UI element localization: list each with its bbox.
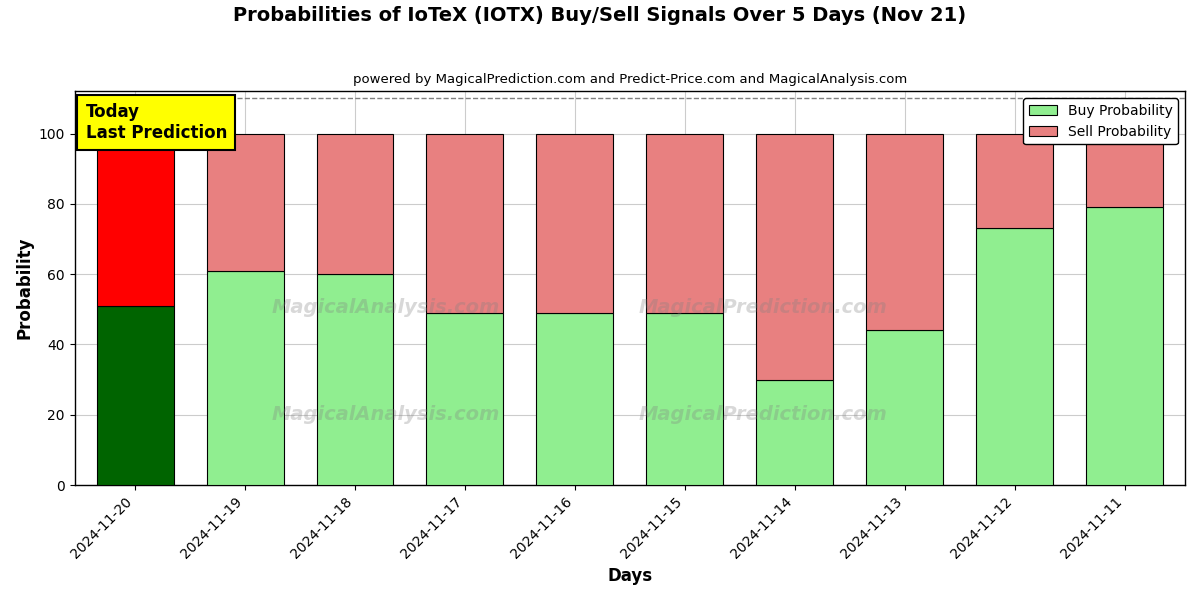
- Bar: [206, 134, 283, 271]
- Text: MagicalAnalysis.com: MagicalAnalysis.com: [271, 405, 499, 424]
- Bar: [976, 229, 1054, 485]
- Bar: [976, 134, 1054, 229]
- Bar: [317, 274, 394, 485]
- Text: Today
Last Prediction: Today Last Prediction: [85, 103, 227, 142]
- Bar: [317, 134, 394, 274]
- Title: powered by MagicalPrediction.com and Predict-Price.com and MagicalAnalysis.com: powered by MagicalPrediction.com and Pre…: [353, 73, 907, 86]
- Bar: [647, 313, 724, 485]
- Bar: [426, 134, 504, 313]
- Bar: [1086, 134, 1163, 208]
- Legend: Buy Probability, Sell Probability: Buy Probability, Sell Probability: [1024, 98, 1178, 145]
- Bar: [756, 380, 833, 485]
- X-axis label: Days: Days: [607, 567, 653, 585]
- Bar: [97, 306, 174, 485]
- Bar: [536, 313, 613, 485]
- Text: MagicalAnalysis.com: MagicalAnalysis.com: [271, 298, 499, 317]
- Text: MagicalPrediction.com: MagicalPrediction.com: [638, 298, 888, 317]
- Bar: [866, 134, 943, 331]
- Text: Probabilities of IoTeX (IOTX) Buy/Sell Signals Over 5 Days (Nov 21): Probabilities of IoTeX (IOTX) Buy/Sell S…: [234, 6, 966, 25]
- Bar: [206, 271, 283, 485]
- Bar: [97, 134, 174, 306]
- Bar: [756, 134, 833, 380]
- Bar: [426, 313, 504, 485]
- Bar: [1086, 208, 1163, 485]
- Text: MagicalPrediction.com: MagicalPrediction.com: [638, 405, 888, 424]
- Y-axis label: Probability: Probability: [16, 237, 34, 340]
- Bar: [647, 134, 724, 313]
- Bar: [536, 134, 613, 313]
- Bar: [866, 331, 943, 485]
